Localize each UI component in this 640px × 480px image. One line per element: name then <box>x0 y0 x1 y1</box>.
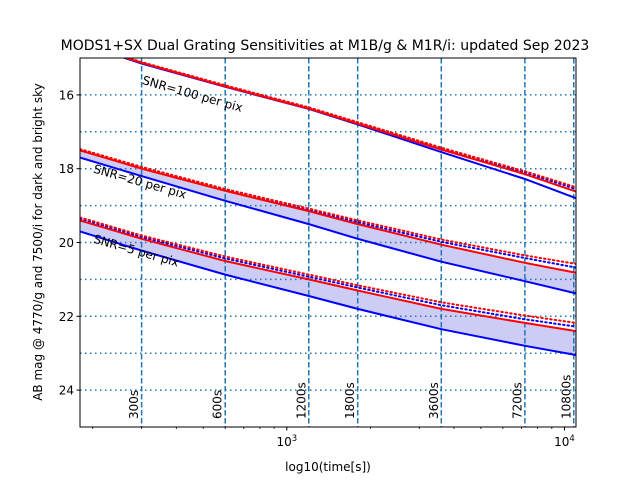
exposure-marker-labels: 300s 600s 1200s 1800s 3600s 7200s 10800s <box>127 375 573 419</box>
exposure-marker-label: 1200s <box>294 382 308 419</box>
snr-curve-red-dotted-1 <box>80 148 576 265</box>
exposure-marker-label: 3600s <box>427 382 441 419</box>
snr-curve-red-solid-2 <box>80 219 576 333</box>
snr-curve-red-dotted-2 <box>80 216 576 324</box>
snr-curve-blue-solid-2 <box>80 230 576 356</box>
y-tick-label: 16 <box>59 88 74 102</box>
snr-curve-blue-solid-1 <box>80 156 576 295</box>
plot-area <box>80 58 576 427</box>
x-axis: 103 104 <box>92 427 575 449</box>
snr-curve-red-solid-0 <box>123 58 576 193</box>
y-axis-label: AB mag @ 4770/g and 7500/i for dark and … <box>31 83 45 401</box>
exposure-marker-lines <box>140 58 575 427</box>
exposure-marker-label: 7200s <box>510 382 524 419</box>
y-tick-label: 24 <box>59 384 74 398</box>
y-axis: 16 18 20 22 24 <box>59 88 80 398</box>
exposure-marker-label: 300s <box>127 390 141 419</box>
exposure-marker-label: 600s <box>211 390 225 419</box>
exposure-marker-label: 1800s <box>343 382 357 419</box>
snr-curve-red-solid-1 <box>80 149 576 274</box>
exposure-marker-label: 10800s <box>559 375 573 419</box>
x-tick-label: 103 <box>276 434 297 449</box>
y-tick-label: 22 <box>59 310 74 324</box>
y-tick-label: 20 <box>59 236 74 250</box>
x-tick-label: 104 <box>554 434 575 449</box>
x-axis-label: log10(time[s]) <box>285 460 371 474</box>
snr-curve-blue-dotted-0 <box>124 58 576 190</box>
y-tick-label: 18 <box>59 162 74 176</box>
snr-curve-blue-dotted-2 <box>80 217 576 328</box>
sensitivity-curves <box>80 58 576 356</box>
chart-title: MODS1+SX Dual Grating Sensitivities at M… <box>61 38 590 54</box>
snr-fill-band-2 <box>80 220 576 355</box>
